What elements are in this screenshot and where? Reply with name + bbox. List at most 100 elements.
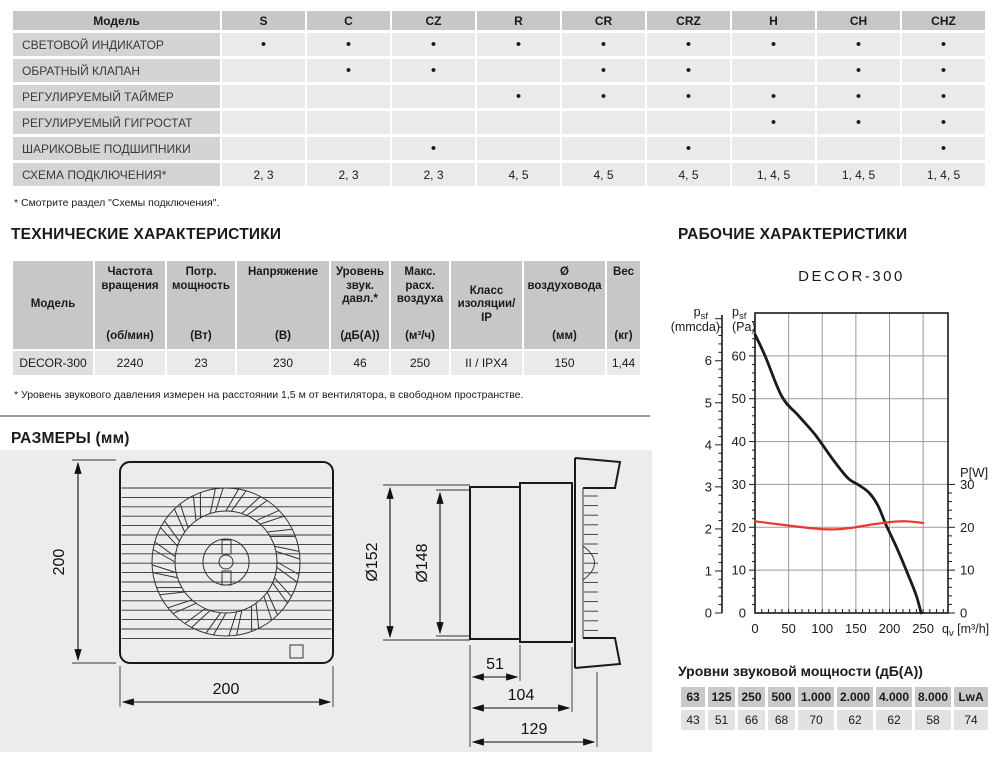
- bullet-mark: •: [940, 140, 947, 157]
- feature-cell: •: [732, 33, 815, 56]
- fan-body: [519, 482, 573, 643]
- sound-value-cell: 51: [708, 710, 735, 730]
- svg-text:4: 4: [705, 437, 712, 452]
- sound-value-cell: 58: [915, 710, 951, 730]
- feature-row: СВЕТОВОЙ ИНДИКАТОР • • • • • • • • •: [13, 33, 985, 56]
- spec-value-cell: 23: [167, 351, 235, 375]
- sound-band-cell: 8.000: [915, 687, 951, 707]
- model-column-header: CZ: [392, 11, 475, 30]
- spec-header-cell: Модель: [13, 261, 93, 349]
- feature-cell: •: [647, 59, 730, 82]
- spec-header-cell: Ø воздуховода (мм): [524, 261, 605, 349]
- sound-band-cell: 500: [768, 687, 795, 707]
- sound-band-cell: 4.000: [876, 687, 912, 707]
- feature-cell: •: [732, 111, 815, 134]
- feature-row: СХЕМА ПОДКЛЮЧЕНИЯ* 2, 3 2, 3 2, 3 4, 5 4, 5 4,…: [13, 163, 985, 186]
- spec-value-cell: 46: [331, 351, 389, 375]
- bullet-mark: •: [855, 88, 862, 105]
- feature-cell: •: [817, 33, 900, 56]
- sound-value-cell: 68: [768, 710, 795, 730]
- spec-header-label: Модель: [30, 298, 76, 311]
- feature-cell: [222, 137, 305, 160]
- curve-power: [753, 520, 925, 531]
- svg-text:0: 0: [739, 606, 746, 621]
- feature-cell: •: [222, 33, 305, 56]
- duct-spigot: [469, 486, 521, 640]
- model-column-header: CHZ: [902, 11, 985, 30]
- feature-cell: •: [902, 59, 985, 82]
- sound-value-cell: 62: [837, 710, 873, 730]
- sound-value-cell: 74: [954, 710, 988, 730]
- spec-header-cell: Частота вращения (об/мин): [95, 261, 165, 349]
- svg-text:20: 20: [960, 520, 974, 535]
- svg-text:0: 0: [960, 606, 967, 621]
- feature-cell: [307, 85, 390, 108]
- svg-text:2: 2: [705, 521, 712, 536]
- feature-row: ШАРИКОВЫЕ ПОДШИПНИКИ • • •: [13, 137, 985, 160]
- spec-header-label: Макс. расх. воздуха: [396, 266, 444, 306]
- bullet-mark: •: [685, 140, 692, 157]
- feature-cell: •: [817, 85, 900, 108]
- section-divider: [0, 415, 650, 417]
- svg-text:100: 100: [811, 621, 833, 636]
- feature-row: РЕГУЛИРУЕМЫЙ ГИГРОСТАТ • • •: [13, 111, 985, 134]
- spec-header-cell: Уровень звук. давл.* (дБ(А)): [331, 261, 389, 349]
- spec-header-label: Частота вращения: [101, 266, 159, 292]
- svg-text:30: 30: [732, 477, 746, 492]
- spec-header-cell: Класс изоляции/ IP: [451, 261, 522, 349]
- performance-chart: 0 50 100 150 200 2500102030405060012345601020…: [671, 268, 989, 639]
- sound-value-cell: 62: [876, 710, 912, 730]
- mmcda-axis-label: psf: [694, 305, 709, 322]
- performance-section-title: РАБОЧИЕ ХАРАКТЕРИСТИКИ: [678, 226, 908, 243]
- feature-label: РЕГУЛИРУЕМЫЙ ТАЙМЕР: [13, 85, 220, 108]
- feature-label: СВЕТОВОЙ ИНДИКАТОР: [13, 33, 220, 56]
- bullet-mark: •: [430, 36, 437, 53]
- bullet-mark: •: [685, 62, 692, 79]
- spec-header-label: Потр. мощность: [172, 266, 230, 292]
- spec-header-unit: (м³/ч): [405, 330, 435, 343]
- svg-text:(mmcda): (mmcda): [671, 320, 720, 334]
- model-column-header: H: [732, 11, 815, 30]
- model-column-header: C: [307, 11, 390, 30]
- sound-value-cell: 43: [681, 710, 705, 730]
- spec-header-label: Ø воздуховода: [527, 266, 602, 292]
- spec-value-cell: II / IPX4: [451, 351, 522, 375]
- model-column-header: S: [222, 11, 305, 30]
- bullet-mark: •: [940, 62, 947, 79]
- feature-cell: •: [562, 33, 645, 56]
- svg-text:3: 3: [705, 479, 712, 494]
- svg-text:250: 250: [912, 621, 934, 636]
- sound-band-cell: 1.000: [798, 687, 834, 707]
- feature-cell: [732, 137, 815, 160]
- feature-cell: 1, 4, 5: [817, 163, 900, 186]
- feature-cell: [222, 59, 305, 82]
- spec-header-unit: (В): [275, 330, 291, 343]
- feature-cell: •: [902, 111, 985, 134]
- bullet-mark: •: [685, 88, 692, 105]
- svg-text:50: 50: [732, 391, 746, 406]
- feature-cell: •: [902, 85, 985, 108]
- bullet-mark: •: [855, 36, 862, 53]
- sound-table: 63 125 250 500 1.000 2.000 4.000 8.000 LwA 43 51 66…: [678, 684, 991, 733]
- feature-cell: 4, 5: [477, 163, 560, 186]
- spec-value-cell: 2240: [95, 351, 165, 375]
- bullet-mark: •: [855, 114, 862, 131]
- bullet-mark: •: [940, 36, 947, 53]
- model-column-header: R: [477, 11, 560, 30]
- feature-cell: 4, 5: [647, 163, 730, 186]
- side-dimensions: Ø152 Ø148 51 104 129: [364, 486, 598, 747]
- feature-label: СХЕМА ПОДКЛЮЧЕНИЯ*: [13, 163, 220, 186]
- feature-cell: 2, 3: [222, 163, 305, 186]
- sound-value-cell: 70: [798, 710, 834, 730]
- feature-cell: 1, 4, 5: [902, 163, 985, 186]
- features-footnote: * Смотрите раздел "Схемы подключения".: [14, 197, 220, 209]
- svg-text:40: 40: [732, 434, 746, 449]
- impeller-blades: [151, 487, 301, 637]
- dim-front-height: 200: [51, 549, 68, 576]
- bullet-mark: •: [600, 62, 607, 79]
- feature-cell: •: [307, 33, 390, 56]
- feature-cell: [222, 111, 305, 134]
- feature-label: ШАРИКОВЫЕ ПОДШИПНИКИ: [13, 137, 220, 160]
- feature-cell: •: [477, 33, 560, 56]
- svg-text:200: 200: [879, 621, 901, 636]
